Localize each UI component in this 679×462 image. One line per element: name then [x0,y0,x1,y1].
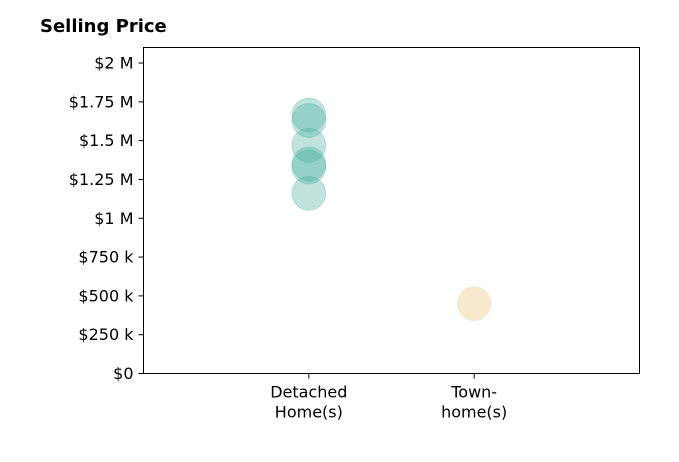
y-tick-label: $500 k [78,286,134,305]
y-tick-label: $250 k [78,325,134,344]
x-category-label: Home(s) [275,403,343,422]
data-points [291,97,492,322]
y-tick-label: $1.75 M [69,92,134,111]
data-point [456,286,492,322]
data-point [291,146,327,182]
data-point [291,97,327,133]
data-point [291,175,327,211]
x-category-label: home(s) [441,403,507,422]
data-point [291,102,327,138]
x-category-label: Detached [270,383,347,402]
plot-frame [143,47,640,374]
y-axis: $0 $250 k $500 k $750 k $1 M $1.25 M $1.5 M $1.… [69,54,144,383]
y-tick-label: $0 [113,364,133,383]
y-tick-label: $750 k [78,248,134,267]
x-category-label: Town- [450,383,497,402]
chart-title: Selling Price [40,16,167,37]
y-tick-label: $1.25 M [69,170,134,189]
y-tick-label: $2 M [94,54,133,73]
data-point [291,149,327,185]
y-tick-label: $1 M [94,209,133,228]
data-point [291,127,327,163]
y-tick-label: $1.5 M [79,131,134,150]
